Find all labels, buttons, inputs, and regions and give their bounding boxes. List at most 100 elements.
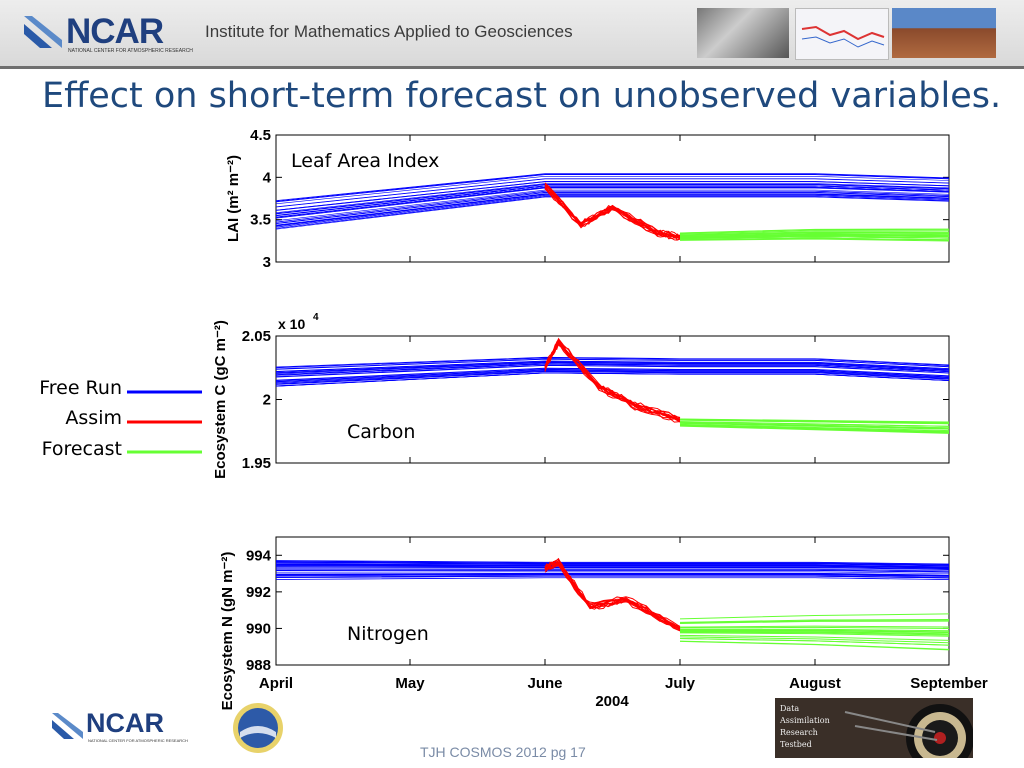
series-line-free-run <box>275 569 950 572</box>
panel-annotation: Leaf Area Index <box>291 150 439 172</box>
series-line-forecast <box>679 232 950 237</box>
series-line-forecast <box>679 421 950 427</box>
series-line-free-run <box>275 368 950 382</box>
series-line-forecast <box>679 625 950 628</box>
series-line-free-run <box>275 575 950 578</box>
series-line-free-run <box>275 363 950 376</box>
institute-name: Institute for Mathematics Applied to Geo… <box>205 22 573 41</box>
plot-frame-1 <box>275 335 950 464</box>
series-line-assim <box>544 565 681 631</box>
dart-card-line-3: Research <box>780 728 818 737</box>
series-line-free-run <box>275 573 950 577</box>
y-tick-label: 3 <box>263 254 271 271</box>
y-axis-label: Ecosystem C (gC m⁻²) <box>212 320 229 479</box>
panel-annotation: Nitrogen <box>347 623 429 645</box>
series-line-free-run <box>275 367 950 381</box>
y-tick-label: 994 <box>246 547 272 564</box>
panel-annotation: Carbon <box>347 421 415 443</box>
header-photo-hand <box>697 8 789 58</box>
y-tick-label: 992 <box>246 584 271 601</box>
series-line-forecast <box>679 632 950 637</box>
series-line-free-run <box>275 560 950 565</box>
header-photo-plot <box>795 8 889 60</box>
series-line-free-run <box>275 561 950 566</box>
mini-plot-icon <box>801 25 885 48</box>
slide-header: NCAR NATIONAL CENTER FOR ATMOSPHERIC RES… <box>0 0 1024 69</box>
dart-testbed-card: Data Assimilation Research Testbed <box>775 698 973 758</box>
ncar-swoosh-icon <box>24 16 62 48</box>
series-line-forecast <box>679 419 950 425</box>
y-tick-label: 988 <box>246 657 271 674</box>
series-line-free-run <box>275 357 950 368</box>
series-line-free-run <box>275 573 950 576</box>
series-line-forecast <box>679 238 950 242</box>
series-line-free-run <box>275 574 950 577</box>
series-line-forecast <box>679 237 950 241</box>
series-line-free-run <box>275 361 950 373</box>
series-line-forecast <box>679 631 950 636</box>
ncar-logo: NCAR NATIONAL CENTER FOR ATMOSPHERIC RES… <box>22 10 193 56</box>
dart-card-line-1: Data <box>780 704 800 713</box>
series-line-free-run <box>275 568 950 572</box>
series-line-free-run <box>275 360 950 372</box>
series-line-forecast <box>679 626 950 630</box>
series-line-free-run <box>275 363 950 375</box>
y-axis-label: LAI (m² m⁻²) <box>225 155 242 242</box>
series-line-free-run <box>275 563 950 568</box>
x-tick-label: May <box>395 675 425 692</box>
footer-text: TJH COSMOS 2012 pg 17 <box>420 744 586 760</box>
series-line-free-run <box>275 178 950 208</box>
x-tick-label: June <box>527 675 562 692</box>
series-line-free-run <box>275 195 950 228</box>
legend-label-forecast: Forecast <box>41 438 122 460</box>
series-line-free-run <box>275 193 950 226</box>
ncar-footer-logo: NCAR NATIONAL CENTER FOR ATMOSPHERIC RES… <box>50 706 200 752</box>
series-line-free-run <box>275 186 950 218</box>
series-line-assim <box>544 185 681 237</box>
x-axis-label: 2004 <box>595 693 629 710</box>
legend-label-free-run: Free Run <box>39 377 122 399</box>
series-line-forecast <box>679 230 950 235</box>
series-line-forecast <box>679 634 950 641</box>
x-tick-label: September <box>910 675 988 692</box>
series-line-free-run <box>275 196 950 229</box>
series-line-free-run <box>275 356 950 368</box>
series-line-forecast <box>679 418 950 423</box>
series-line-forecast <box>679 640 950 650</box>
y-tick-label: 990 <box>246 620 271 637</box>
series-line-free-run <box>275 358 950 370</box>
series-line-forecast <box>679 636 950 644</box>
series-line-forecast <box>679 425 950 434</box>
series-line-free-run <box>275 569 950 573</box>
series-line-free-run <box>275 560 950 565</box>
series-line-free-run <box>275 173 950 202</box>
series-line-assim <box>544 188 681 240</box>
series-line-free-run <box>275 571 950 574</box>
series-line-forecast <box>679 630 950 635</box>
dartboard-icon <box>844 704 973 758</box>
series-line-free-run <box>275 175 950 205</box>
dart-card-line-4: Testbed <box>780 740 812 749</box>
series-line-free-run <box>275 371 950 385</box>
series-line-free-run <box>275 561 950 566</box>
series-line-forecast <box>679 613 950 620</box>
x-tick-label: April <box>259 675 293 692</box>
series-line-forecast <box>679 620 950 624</box>
ncar-logo-subtext: NATIONAL CENTER FOR ATMOSPHERIC RESEARCH <box>68 48 193 54</box>
series-line-free-run <box>275 365 950 378</box>
ncar-footer-logo-text: NCAR <box>86 708 164 738</box>
series-line-free-run <box>275 577 950 580</box>
series-line-free-run <box>275 575 950 579</box>
series-line-forecast <box>679 233 950 237</box>
series-line-free-run <box>275 570 950 573</box>
series-line-free-run <box>275 184 950 215</box>
series-line-free-run <box>275 566 950 570</box>
nsf-logo-icon <box>233 703 283 753</box>
series-line-free-run <box>275 196 950 230</box>
series-line-free-run <box>275 193 950 226</box>
series-line-free-run <box>275 370 950 385</box>
x-tick-label: July <box>665 675 696 692</box>
series-line-free-run <box>275 362 950 374</box>
series-line-forecast <box>679 423 950 432</box>
